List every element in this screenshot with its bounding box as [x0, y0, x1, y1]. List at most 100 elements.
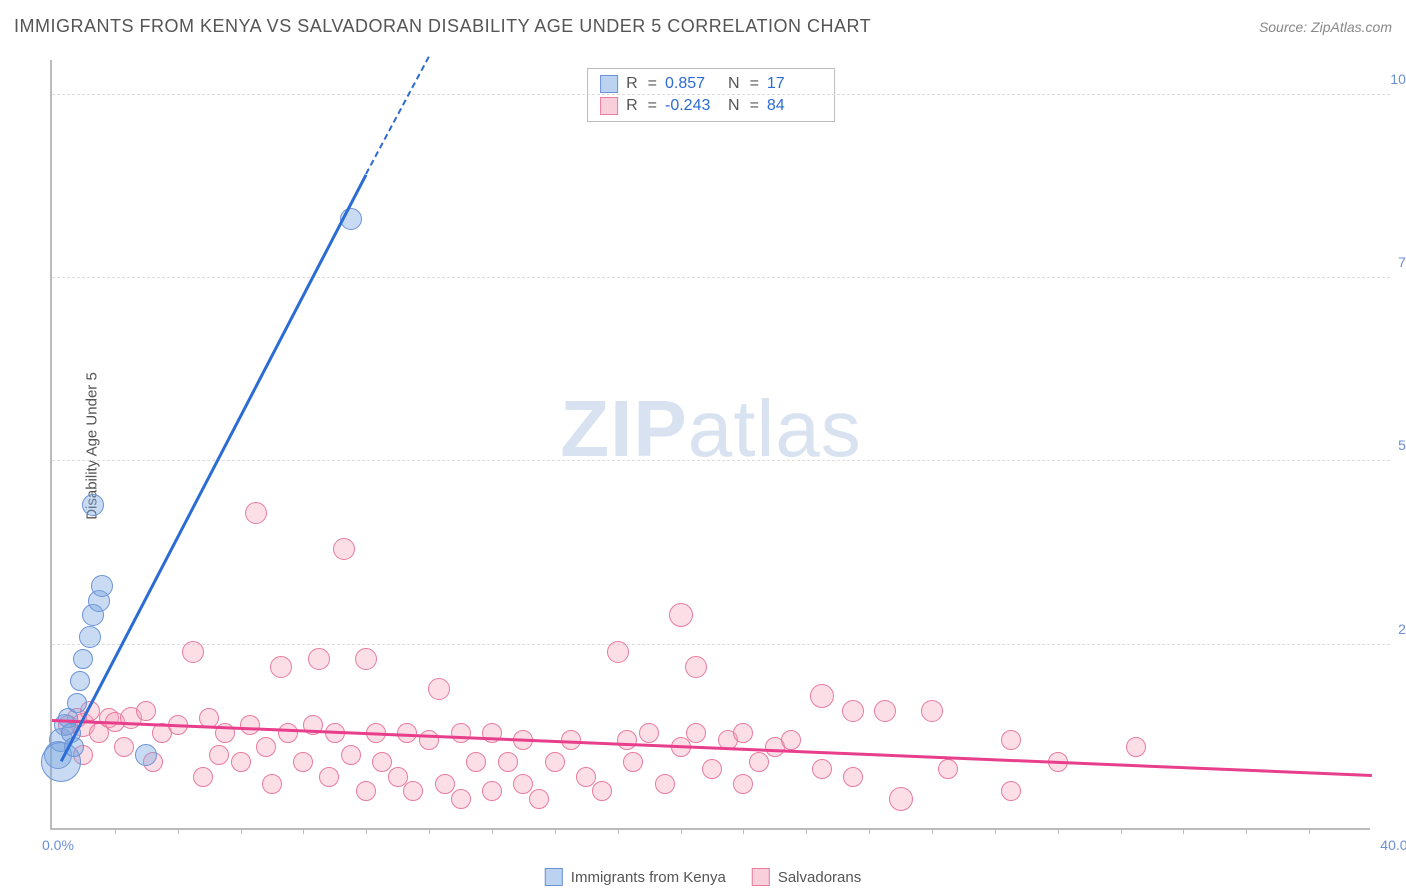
x-tick-mark	[241, 828, 242, 834]
scatter-point	[91, 575, 113, 597]
stat-R-label: R	[626, 97, 638, 115]
scatter-point	[135, 744, 157, 766]
scatter-point	[293, 752, 313, 772]
scatter-point	[356, 781, 376, 801]
swatch-blue-icon	[545, 868, 563, 886]
scatter-point	[231, 752, 251, 772]
stat-R-label: R	[626, 75, 638, 93]
trend-line	[60, 174, 367, 762]
x-tick-mark	[869, 828, 870, 834]
scatter-point	[1001, 730, 1021, 750]
swatch-blue-icon	[600, 75, 618, 93]
stat-N-blue: 17	[767, 75, 822, 93]
stat-N-label: N	[728, 97, 740, 115]
legend-item-pink: Salvadorans	[752, 868, 861, 886]
scatter-point	[529, 789, 549, 809]
scatter-point	[874, 700, 896, 722]
stat-R-pink: -0.243	[665, 97, 720, 115]
scatter-point	[451, 789, 471, 809]
y-tick-label: 2.5%	[1375, 621, 1406, 637]
scatter-point	[812, 759, 832, 779]
scatter-point	[182, 641, 204, 663]
scatter-point	[403, 781, 423, 801]
scatter-point	[749, 752, 769, 772]
scatter-point	[435, 774, 455, 794]
scatter-point	[245, 502, 267, 524]
scatter-point	[639, 723, 659, 743]
trend-line-dash	[365, 57, 430, 175]
stat-eq: =	[750, 97, 759, 115]
scatter-point	[938, 759, 958, 779]
scatter-point	[1001, 781, 1021, 801]
chart-title: IMMIGRANTS FROM KENYA VS SALVADORAN DISA…	[14, 16, 871, 37]
scatter-point	[451, 723, 471, 743]
grid-line	[52, 94, 1390, 95]
scatter-point	[270, 656, 292, 678]
scatter-point	[843, 767, 863, 787]
x-tick-label-max: 40.0%	[1380, 837, 1406, 853]
scatter-point	[319, 767, 339, 787]
scatter-point	[842, 700, 864, 722]
scatter-point	[193, 767, 213, 787]
scatter-point	[781, 730, 801, 750]
x-tick-mark	[743, 828, 744, 834]
scatter-point	[669, 603, 693, 627]
scatter-point	[655, 774, 675, 794]
stat-N-pink: 84	[767, 97, 822, 115]
source-name: ZipAtlas.com	[1311, 19, 1392, 35]
x-tick-mark	[429, 828, 430, 834]
stats-row-pink: R = -0.243 N = 84	[596, 95, 826, 117]
x-tick-mark	[806, 828, 807, 834]
y-tick-label: 7.5%	[1375, 254, 1406, 270]
scatter-point	[209, 745, 229, 765]
scatter-point	[82, 494, 104, 516]
x-tick-mark	[618, 828, 619, 834]
scatter-point	[333, 538, 355, 560]
scatter-point	[617, 730, 637, 750]
scatter-point	[256, 737, 276, 757]
scatter-point	[73, 649, 93, 669]
scatter-point	[419, 730, 439, 750]
x-tick-mark	[1183, 828, 1184, 834]
stat-eq: =	[648, 75, 657, 93]
watermark-atlas: atlas	[688, 384, 862, 473]
scatter-point	[1126, 737, 1146, 757]
legend-bottom: Immigrants from Kenya Salvadorans	[545, 868, 861, 886]
scatter-point	[428, 678, 450, 700]
scatter-point	[498, 752, 518, 772]
scatter-point	[278, 723, 298, 743]
scatter-point	[355, 648, 377, 670]
scatter-point	[733, 723, 753, 743]
scatter-point	[607, 641, 629, 663]
scatter-point	[262, 774, 282, 794]
x-tick-mark	[932, 828, 933, 834]
plot-area: ZIPatlas R = 0.857 N = 17 R = -0.243 N =…	[50, 60, 1370, 830]
scatter-point	[372, 752, 392, 772]
grid-line	[52, 644, 1390, 645]
scatter-point	[686, 723, 706, 743]
correlation-stats-box: R = 0.857 N = 17 R = -0.243 N = 84	[587, 68, 835, 122]
scatter-point	[308, 648, 330, 670]
stat-R-blue: 0.857	[665, 75, 720, 93]
scatter-point	[70, 671, 90, 691]
swatch-pink-icon	[752, 868, 770, 886]
stat-eq: =	[750, 75, 759, 93]
title-bar: IMMIGRANTS FROM KENYA VS SALVADORAN DISA…	[14, 16, 1392, 37]
scatter-point	[388, 767, 408, 787]
scatter-point	[545, 752, 565, 772]
stat-eq: =	[648, 97, 657, 115]
scatter-point	[67, 693, 87, 713]
x-tick-mark	[681, 828, 682, 834]
scatter-point	[136, 701, 156, 721]
scatter-point	[482, 781, 502, 801]
scatter-point	[466, 752, 486, 772]
scatter-point	[685, 656, 707, 678]
x-tick-mark	[366, 828, 367, 834]
legend-label-pink: Salvadorans	[778, 869, 861, 886]
grid-line	[52, 460, 1390, 461]
scatter-point	[733, 774, 753, 794]
watermark-zip: ZIP	[560, 384, 687, 473]
stat-N-label: N	[728, 75, 740, 93]
scatter-point	[79, 626, 101, 648]
x-tick-mark	[303, 828, 304, 834]
